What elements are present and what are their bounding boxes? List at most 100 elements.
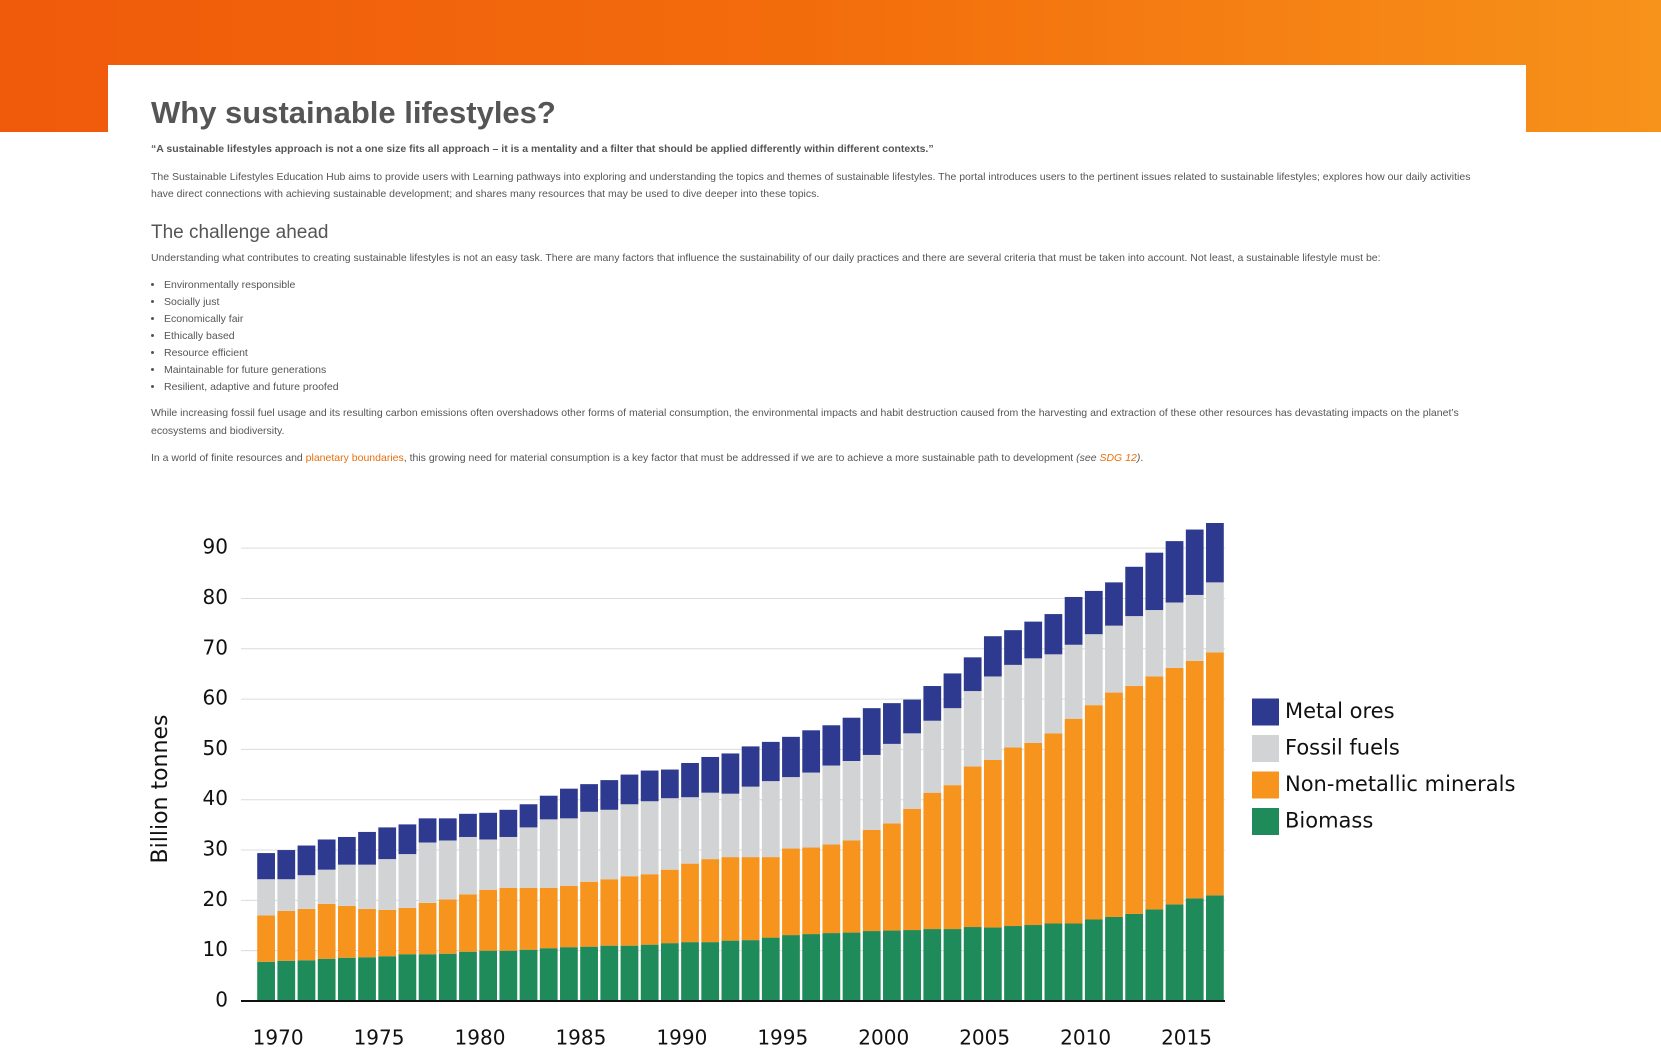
- bar-segment: [701, 756, 720, 793]
- bar-segment: [620, 876, 639, 946]
- bar-segment: [1004, 926, 1022, 1001]
- bar-segment: [943, 708, 962, 786]
- y-tick-label: 80: [203, 585, 228, 609]
- bar-segment: [640, 770, 659, 802]
- bar-segment: [943, 929, 962, 1001]
- bar-segment: [418, 902, 437, 955]
- y-tick-label: 90: [203, 535, 228, 559]
- bar-segment: [580, 811, 598, 882]
- bar-segment: [963, 766, 982, 928]
- bar-segment: [1044, 614, 1063, 655]
- bar-segment: [337, 864, 356, 906]
- criteria-item: Resource efficient: [164, 345, 1483, 362]
- bar-segment: [782, 848, 800, 936]
- bar-segment: [1125, 616, 1144, 687]
- bar-segment: [358, 831, 376, 865]
- bar-segment: [418, 842, 437, 903]
- bar-segment: [862, 754, 881, 830]
- bar-segment: [539, 819, 558, 888]
- bar-segment: [499, 950, 518, 1001]
- note: (see SDG 12): [1076, 452, 1140, 464]
- bar-segment: [963, 691, 982, 767]
- bar-segment: [721, 857, 740, 941]
- bar-segment: [438, 953, 457, 1001]
- bar-segment: [1206, 582, 1224, 653]
- bar-segment: [1145, 610, 1164, 677]
- bar-segment: [297, 845, 316, 876]
- bar-segment: [317, 869, 336, 904]
- bar-segment: [1185, 898, 1204, 1001]
- x-tick-label: 2015: [1161, 1026, 1212, 1050]
- bar-segment: [701, 859, 720, 943]
- bar-segment: [640, 801, 659, 875]
- bar-segment: [761, 857, 780, 938]
- bar-segment: [640, 874, 659, 945]
- text: , this growing need for material consump…: [403, 452, 1077, 464]
- bar-segment: [560, 818, 578, 886]
- bar-segment: [943, 785, 962, 930]
- bar-segment: [1185, 529, 1204, 595]
- legend-label: Fossil fuels: [1285, 736, 1400, 760]
- bar-segment: [741, 746, 760, 787]
- bar-segment: [741, 940, 760, 1001]
- bar-segment: [923, 929, 942, 1001]
- bar-segment: [883, 703, 901, 744]
- bar-segment: [479, 889, 498, 951]
- bar-segment: [1185, 594, 1204, 661]
- bar-segment: [963, 927, 982, 1001]
- bar-segment: [1206, 523, 1224, 583]
- bar-segment: [883, 743, 901, 824]
- closing: In a world of finite resources and plane…: [151, 450, 1483, 468]
- bar-segment: [317, 903, 336, 959]
- bar-segment: [317, 839, 336, 870]
- bar-segment: [438, 818, 457, 841]
- bar-segment: [1044, 923, 1063, 1001]
- bar-segment: [1165, 602, 1184, 668]
- bar-segment: [358, 864, 376, 909]
- bar-segment: [640, 944, 659, 1001]
- bar-segment: [519, 827, 538, 888]
- legend-swatch: [1252, 808, 1279, 835]
- bar-segment: [741, 857, 760, 941]
- bar-segment: [479, 950, 498, 1001]
- bar-segment: [600, 780, 619, 810]
- bar-segment: [903, 733, 921, 809]
- bar-segment: [1105, 916, 1123, 1001]
- bar-segment: [681, 863, 699, 943]
- bar-segment: [822, 933, 841, 1001]
- bar-segment: [1044, 654, 1063, 734]
- bar-segment: [983, 927, 1002, 1001]
- criteria-item: Resilient, adaptive and future proofed: [164, 379, 1483, 396]
- bar-segment: [1004, 630, 1022, 665]
- bar-segment: [1064, 923, 1083, 1001]
- link[interactable]: planetary boundaries: [305, 452, 404, 464]
- bar-segment: [459, 894, 477, 952]
- criteria-item: Socially just: [164, 294, 1483, 311]
- bar-segment: [903, 808, 921, 931]
- bar-segment: [459, 951, 477, 1001]
- bar-segment: [1084, 705, 1103, 920]
- bar-segment: [539, 948, 558, 1001]
- criteria-item: Environmentally responsible: [164, 277, 1483, 294]
- impacts: While increasing fossil fuel usage and i…: [151, 407, 1459, 437]
- bar-segment: [660, 869, 679, 944]
- bar-segment: [600, 809, 619, 880]
- bar-segment: [459, 813, 477, 837]
- bar-segment: [317, 958, 336, 1001]
- bar-segment: [1165, 541, 1184, 603]
- bar-segment: [560, 947, 578, 1001]
- bar-segment: [459, 836, 477, 895]
- bar-segment: [620, 804, 639, 877]
- bar-segment: [1206, 652, 1224, 896]
- bar-segment: [438, 899, 457, 954]
- bar-segment: [277, 910, 296, 961]
- y-tick-label: 40: [203, 786, 228, 810]
- bar-segment: [560, 885, 578, 948]
- legend-swatch: [1252, 771, 1279, 799]
- bar-segment: [983, 636, 1002, 677]
- legend-swatch: [1252, 698, 1279, 726]
- link[interactable]: SDG 12: [1099, 452, 1137, 464]
- bar-segment: [681, 797, 699, 864]
- bar-segment: [660, 798, 679, 870]
- bar-segment: [802, 730, 821, 773]
